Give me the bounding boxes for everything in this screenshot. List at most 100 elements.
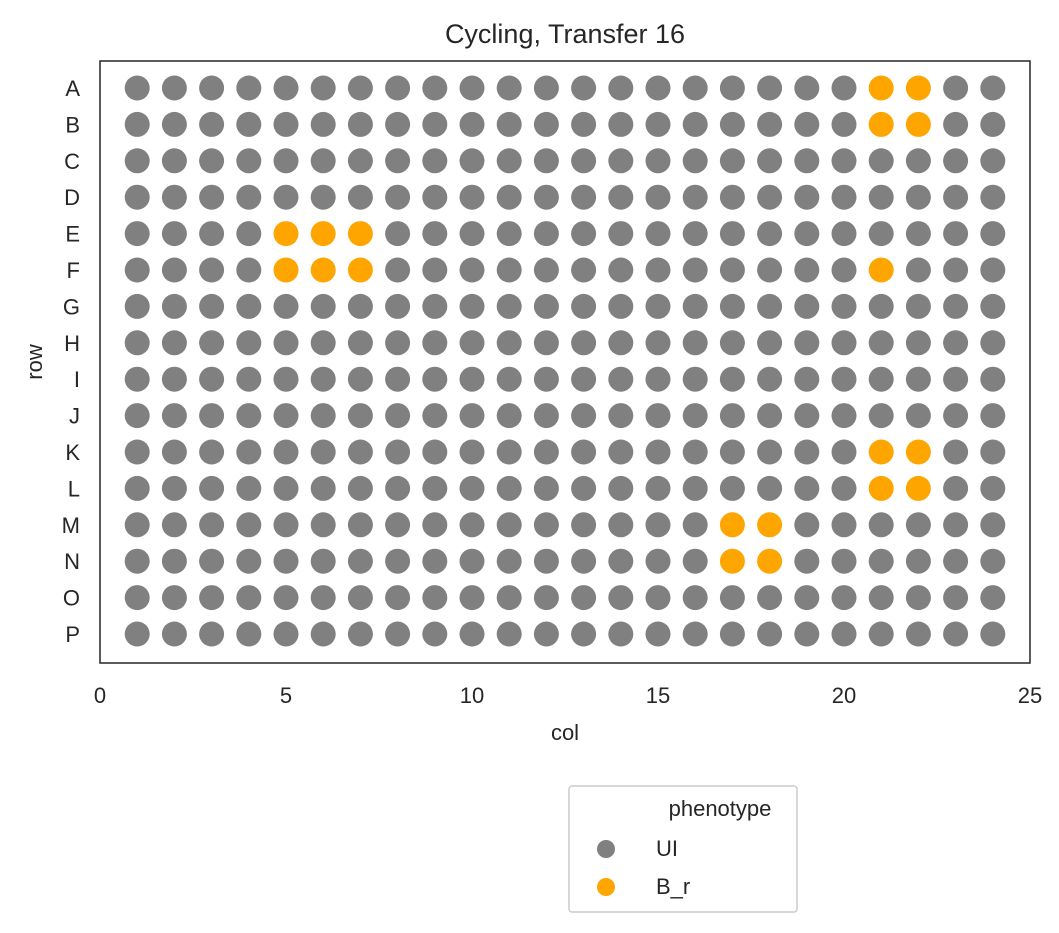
well-point-H24 [980,330,1006,356]
well-point-E11 [496,221,522,247]
well-point-I18 [757,366,783,392]
well-point-L11 [496,475,522,501]
x-tick-label-15: 15 [646,683,670,708]
well-point-P13 [571,621,597,647]
well-point-K5 [273,439,299,465]
well-point-B15 [645,111,671,137]
well-point-J13 [571,403,597,429]
well-point-O5 [273,585,299,611]
well-point-N14 [608,548,634,574]
well-point-O17 [719,585,745,611]
well-point-K19 [794,439,820,465]
well-point-H16 [682,330,708,356]
well-point-F7 [347,257,373,283]
well-point-B5 [273,111,299,137]
well-point-G24 [980,293,1006,319]
well-point-B4 [236,111,262,137]
y-tick-label-E: E [65,222,80,247]
well-point-D16 [682,184,708,210]
well-point-I11 [496,366,522,392]
well-point-N15 [645,548,671,574]
well-point-D14 [608,184,634,210]
well-point-A9 [422,75,448,101]
well-point-B21 [868,111,894,137]
well-point-H19 [794,330,820,356]
well-point-I15 [645,366,671,392]
well-point-P14 [608,621,634,647]
x-axis-label: col [551,720,579,745]
well-point-M19 [794,512,820,538]
well-point-I4 [236,366,262,392]
y-tick-label-O: O [63,586,80,611]
plot-frame [99,60,1031,664]
well-point-M16 [682,512,708,538]
well-point-K15 [645,439,671,465]
well-point-D19 [794,184,820,210]
y-tick-label-D: D [64,185,80,210]
well-point-B6 [310,111,336,137]
well-point-O15 [645,585,671,611]
well-point-M5 [273,512,299,538]
well-point-I8 [385,366,411,392]
well-point-M3 [199,512,225,538]
well-point-L4 [236,475,262,501]
well-point-P6 [310,621,336,647]
well-point-M17 [719,512,745,538]
well-point-K21 [868,439,894,465]
well-point-H8 [385,330,411,356]
well-point-F13 [571,257,597,283]
well-point-E7 [347,221,373,247]
well-point-A15 [645,75,671,101]
well-point-L3 [199,475,225,501]
well-point-L8 [385,475,411,501]
well-point-O2 [161,585,187,611]
well-point-F21 [868,257,894,283]
well-point-G16 [682,293,708,319]
well-point-O14 [608,585,634,611]
y-tick-label-J: J [69,404,80,429]
well-point-N4 [236,548,262,574]
well-point-E1 [124,221,150,247]
well-point-K8 [385,439,411,465]
well-point-L9 [422,475,448,501]
well-point-J12 [533,403,559,429]
well-point-D22 [905,184,931,210]
well-point-L21 [868,475,894,501]
well-point-F18 [757,257,783,283]
well-point-F14 [608,257,634,283]
well-point-D23 [943,184,969,210]
well-point-P1 [124,621,150,647]
well-point-B2 [161,111,187,137]
y-tick-label-N: N [64,549,80,574]
well-point-D7 [347,184,373,210]
well-point-O16 [682,585,708,611]
well-point-A6 [310,75,336,101]
well-point-A4 [236,75,262,101]
well-point-G8 [385,293,411,319]
well-point-M8 [385,512,411,538]
well-point-K7 [347,439,373,465]
well-point-C10 [459,148,485,174]
well-point-G12 [533,293,559,319]
well-point-L6 [310,475,336,501]
well-point-I2 [161,366,187,392]
y-tick-label-C: C [64,149,80,174]
well-point-F8 [385,257,411,283]
well-point-H2 [161,330,187,356]
well-point-D11 [496,184,522,210]
well-point-D3 [199,184,225,210]
well-point-I21 [868,366,894,392]
y-tick-label-B: B [65,112,80,137]
well-point-O13 [571,585,597,611]
well-point-M11 [496,512,522,538]
well-point-E21 [868,221,894,247]
well-point-I17 [719,366,745,392]
well-point-C3 [199,148,225,174]
well-point-N18 [757,548,783,574]
well-point-K3 [199,439,225,465]
chart-title: Cycling, Transfer 16 [445,19,685,49]
well-point-P24 [980,621,1006,647]
well-point-D18 [757,184,783,210]
